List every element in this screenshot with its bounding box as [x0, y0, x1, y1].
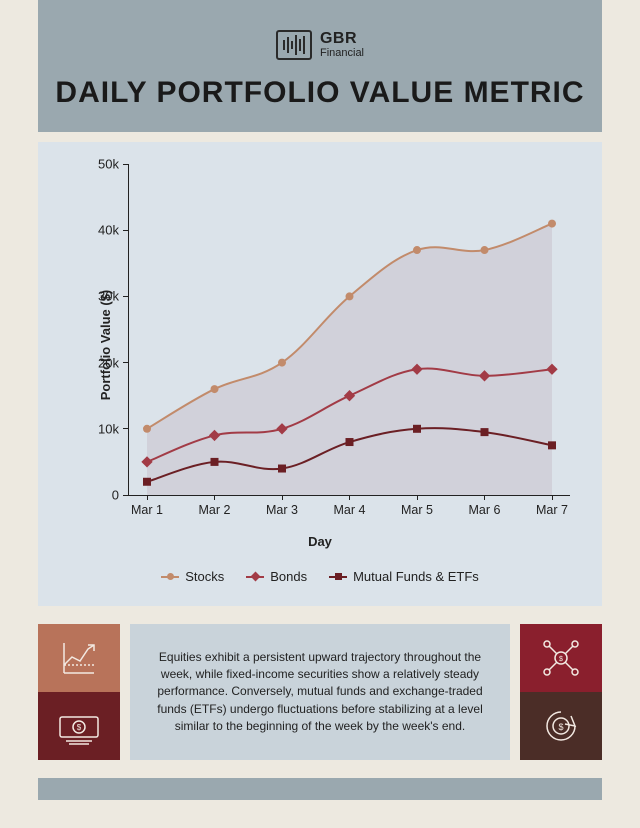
brand-line2: Financial: [320, 48, 364, 60]
chart-area: Portfolio Value ($) 010k20k30k40k50kMar …: [102, 160, 578, 530]
refresh-dollar-icon: $: [537, 702, 585, 750]
x-tick-label: Mar 6: [469, 503, 501, 517]
brand-text: GBR Financial: [320, 31, 364, 59]
x-axis-label: Day: [52, 534, 588, 549]
brand-logo: GBR Financial: [38, 30, 602, 60]
series-marker: [481, 246, 489, 254]
series-marker: [346, 292, 354, 300]
right-icon-column: $ $: [520, 624, 602, 760]
x-tick-label: Mar 4: [334, 503, 366, 517]
x-tick: [282, 495, 283, 500]
page: GBR Financial DAILY PORTFOLIO VALUE METR…: [0, 0, 640, 828]
y-tick-label: 0: [112, 488, 119, 503]
svg-text:$: $: [559, 656, 563, 663]
svg-text:$: $: [558, 722, 563, 732]
x-tick: [214, 495, 215, 500]
info-row: $ Equities exhibit a persistent upward t…: [38, 624, 602, 760]
series-marker: [278, 359, 286, 367]
x-tick-label: Mar 5: [401, 503, 433, 517]
x-tick-label: Mar 1: [131, 503, 163, 517]
y-tick-label: 50k: [98, 157, 119, 172]
x-tick-label: Mar 7: [536, 503, 568, 517]
y-tick-label: 10k: [98, 421, 119, 436]
brand-line1: GBR: [320, 31, 364, 48]
series-marker: [548, 220, 556, 228]
series-marker: [211, 385, 219, 393]
series-marker: [413, 425, 421, 433]
network-dollar-icon-box: $: [520, 624, 602, 692]
series-marker: [143, 478, 151, 486]
summary-text: Equities exhibit a persistent upward tra…: [154, 649, 486, 736]
cash-icon-box: $: [38, 692, 120, 760]
series-marker: [211, 458, 219, 466]
refresh-dollar-icon-box: $: [520, 692, 602, 760]
legend-label: Stocks: [185, 569, 224, 584]
series-marker: [413, 246, 421, 254]
left-icon-column: $: [38, 624, 120, 760]
x-tick: [552, 495, 553, 500]
growth-chart-icon-box: [38, 624, 120, 692]
legend-item: Mutual Funds & ETFs: [329, 569, 479, 584]
x-tick: [417, 495, 418, 500]
x-tick: [349, 495, 350, 500]
legend-swatch: [329, 576, 347, 578]
page-title: DAILY PORTFOLIO VALUE METRIC: [38, 76, 602, 110]
series-marker: [143, 425, 151, 433]
legend-item: Bonds: [246, 569, 307, 584]
legend-item: Stocks: [161, 569, 224, 584]
plot-region: 010k20k30k40k50kMar 1Mar 2Mar 3Mar 4Mar …: [128, 164, 570, 496]
cash-icon: $: [54, 703, 104, 749]
x-tick-label: Mar 3: [266, 503, 298, 517]
legend-swatch: [246, 576, 264, 578]
x-tick: [147, 495, 148, 500]
legend-label: Mutual Funds & ETFs: [353, 569, 479, 584]
network-dollar-icon: $: [537, 634, 585, 682]
summary-card: Equities exhibit a persistent upward tra…: [130, 624, 510, 760]
y-axis-label: Portfolio Value ($): [98, 290, 113, 401]
legend: Stocks Bonds Mutual Funds & ETFs: [52, 569, 588, 584]
series-fill-stocks: [147, 224, 552, 495]
series-marker: [481, 428, 489, 436]
legend-swatch: [161, 576, 179, 578]
chart-card: Portfolio Value ($) 010k20k30k40k50kMar …: [38, 142, 602, 606]
x-tick-label: Mar 2: [199, 503, 231, 517]
x-tick: [484, 495, 485, 500]
header: GBR Financial DAILY PORTFOLIO VALUE METR…: [38, 0, 602, 132]
y-tick-label: 40k: [98, 223, 119, 238]
y-tick-label: 30k: [98, 289, 119, 304]
y-tick-label: 20k: [98, 355, 119, 370]
legend-label: Bonds: [270, 569, 307, 584]
brand-bars-icon: [276, 30, 312, 60]
growth-chart-icon: [56, 635, 102, 681]
svg-text:$: $: [77, 723, 82, 732]
series-marker: [548, 441, 556, 449]
series-marker: [346, 438, 354, 446]
series-marker: [278, 465, 286, 473]
footer-bar: [38, 778, 602, 800]
chart-svg: [129, 164, 570, 495]
